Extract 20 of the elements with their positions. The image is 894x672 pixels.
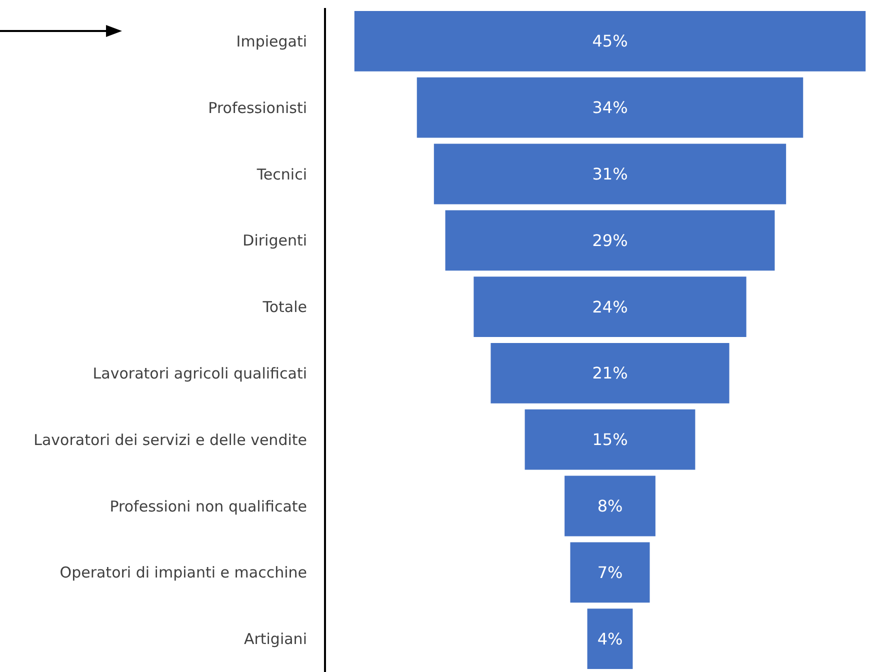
data-label: 15% bbox=[592, 430, 628, 450]
data-label: 4% bbox=[597, 629, 623, 648]
category-label: Lavoratori agricoli qualificati bbox=[92, 364, 307, 382]
category-label: Lavoratori dei servizi e delle vendite bbox=[34, 430, 307, 449]
category-label: Totale bbox=[262, 298, 307, 316]
category-label: Dirigenti bbox=[242, 232, 307, 250]
category-label: Professionisti bbox=[208, 98, 307, 117]
data-label: 7% bbox=[597, 562, 623, 582]
data-label: 34% bbox=[592, 98, 628, 118]
data-label: 8% bbox=[597, 496, 623, 516]
category-label: Operatori di impianti e macchine bbox=[60, 564, 307, 582]
category-label: Impiegati bbox=[236, 32, 307, 50]
data-label: 29% bbox=[592, 230, 628, 250]
data-label: 21% bbox=[592, 364, 628, 383]
category-label: Professioni non qualificate bbox=[110, 497, 307, 516]
category-label: Tecnici bbox=[256, 165, 307, 184]
category-label: Artigiani bbox=[244, 630, 307, 648]
data-label: 24% bbox=[592, 297, 628, 316]
data-label: 31% bbox=[592, 164, 628, 184]
data-label: 45% bbox=[592, 32, 628, 51]
